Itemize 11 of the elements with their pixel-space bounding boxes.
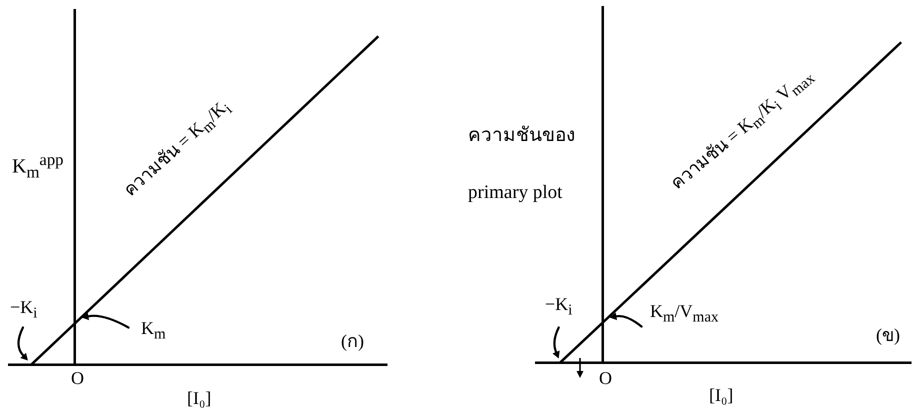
annotation: (ก) bbox=[341, 331, 364, 352]
text: ความชันของ primary plot bbox=[468, 125, 575, 203]
annotation: (ข) bbox=[876, 325, 900, 346]
annotation: −K$_{i}$ bbox=[10, 297, 38, 323]
x-axis-title: [I₀] bbox=[709, 385, 734, 406]
text: O bbox=[71, 368, 84, 389]
x-axis-title: [I₀] bbox=[187, 388, 212, 409]
annotation: K$_{m}$ bbox=[141, 318, 166, 344]
text: O bbox=[599, 368, 612, 389]
annotation: K$_{m}$/V$_{max}$ bbox=[650, 301, 718, 327]
annotation: −K$_{i}$ bbox=[545, 294, 572, 320]
